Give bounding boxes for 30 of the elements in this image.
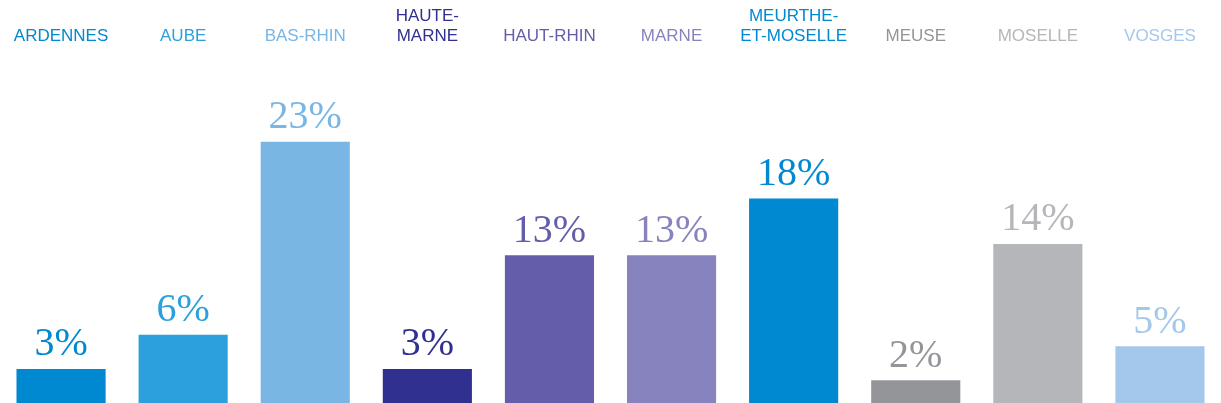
bar [382,368,472,403]
x-tick-label: AUBE [160,26,207,46]
x-tick-label: VOSGES [1124,26,1196,46]
x-tick-label: ARDENNES [13,26,109,46]
data-label: 23% [268,92,342,138]
x-tick-label: MEURTHE-ET-MOSELLE [740,5,848,46]
bar [16,368,106,403]
data-label: 3% [400,319,455,365]
bar [626,255,717,403]
x-tick-label: HAUT-RHIN [503,26,596,46]
bar [993,243,1083,403]
data-label: 13% [634,205,709,251]
data-label: 18% [756,148,831,194]
x-tick-label: MOSELLE [997,26,1079,46]
x-tick-label: MEUSE [885,26,946,46]
data-label: 13% [512,205,587,251]
data-label: 6% [156,285,210,331]
bar [749,198,839,403]
x-tick-label: HAUTE-MARNE [395,5,459,46]
data-label: 3% [34,319,88,365]
bar [871,380,961,403]
bar [260,141,350,403]
x-tick-label: BAS-RHIN [264,26,346,46]
data-label: 2% [889,330,943,376]
bar [1115,346,1205,403]
data-label: 5% [1133,296,1187,342]
data-label: 14% [1001,194,1075,240]
x-tick-label: MARNE [640,26,703,46]
bar [504,255,595,403]
bar [138,334,228,403]
